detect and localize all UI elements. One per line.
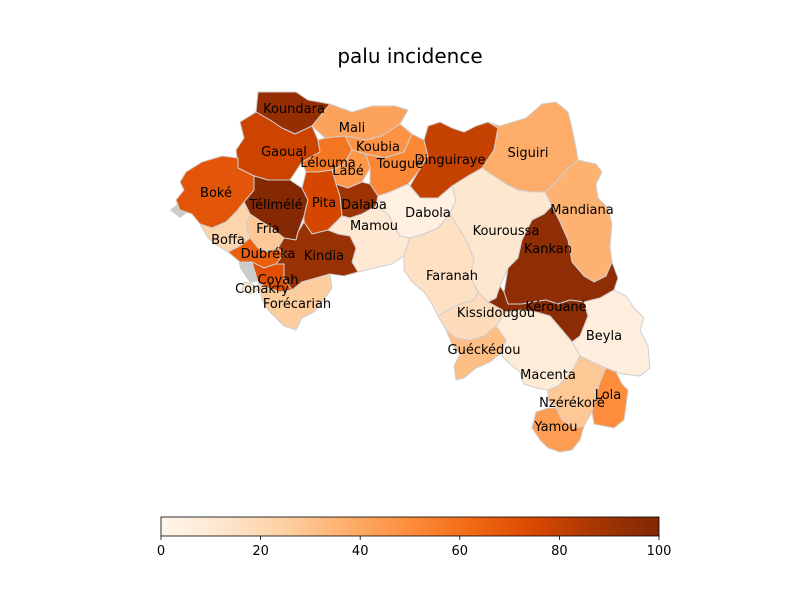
label-siguiri: Siguiri [508,146,549,161]
label-kissidougou: Kissidougou [457,306,535,321]
colorbar-tick-label: 80 [551,544,568,559]
label-boffa: Boffa [211,233,245,248]
label-fria: Fria [256,222,279,237]
prefecture-regions [175,91,651,453]
region-forecariah[interactable] [257,273,333,331]
label-faranah: Faranah [426,269,478,284]
colorbar-tick-label: 60 [452,544,469,559]
region-lola[interactable] [591,367,629,429]
label-coyah: Coyah [258,273,299,288]
label-kankan: Kankan [524,242,572,257]
colorbar-gradient [160,516,660,537]
label-dabola: Dabola [405,206,451,221]
region-labels: Koundara Mali Gaoual Koubia Lélouma Labé… [200,102,622,435]
label-mamou: Mamou [350,219,398,234]
region-yamou[interactable] [531,407,585,453]
label-mandiana: Mandiana [550,203,613,218]
label-mali: Mali [339,121,365,136]
colorbar: 0 20 40 60 80 100 [157,516,672,559]
label-pita: Pita [312,196,336,211]
label-conakry: Conakry [235,282,289,297]
label-yamou: Yamou [534,420,578,435]
region-gueckedou[interactable] [445,325,507,381]
label-forecariah: Forécariah [263,297,331,312]
label-dalaba: Dalaba [341,198,387,213]
label-kouroussa: Kouroussa [473,224,540,239]
region-beyla[interactable] [571,289,651,377]
label-macenta: Macenta [520,368,576,383]
map-title: palu incidence [337,44,482,68]
label-lelouma: Lélouma [300,156,355,171]
label-labe: Labé [332,164,363,179]
label-nzerekore: Nzérékoré [539,396,605,411]
region-boffa[interactable] [199,201,251,253]
label-dubreka: Dubréka [241,247,296,262]
label-gaoual: Gaoual [261,145,307,160]
label-kindia: Kindia [304,249,344,264]
label-tougue: Tougué [376,157,423,172]
label-koundara: Koundara [263,102,325,117]
colorbar-tick-label: 0 [157,544,165,559]
region-conakry[interactable] [241,281,259,295]
label-dinguiraye: Dinguiraye [415,153,486,168]
colorbar-tick-label: 40 [352,544,369,559]
colorbar-ticks: 0 20 40 60 80 100 [157,536,672,559]
label-gueckedou: Guéckédou [448,343,521,358]
label-koubia: Koubia [356,140,400,155]
colorbar-tick-label: 20 [252,544,269,559]
label-boke: Boké [200,186,232,201]
label-beyla: Beyla [586,329,622,344]
label-telimele: Télimélé [248,198,302,213]
colorbar-tick-label: 100 [647,544,672,559]
label-kerouane: Kérouané [525,300,586,315]
label-lola: Lola [595,388,622,403]
